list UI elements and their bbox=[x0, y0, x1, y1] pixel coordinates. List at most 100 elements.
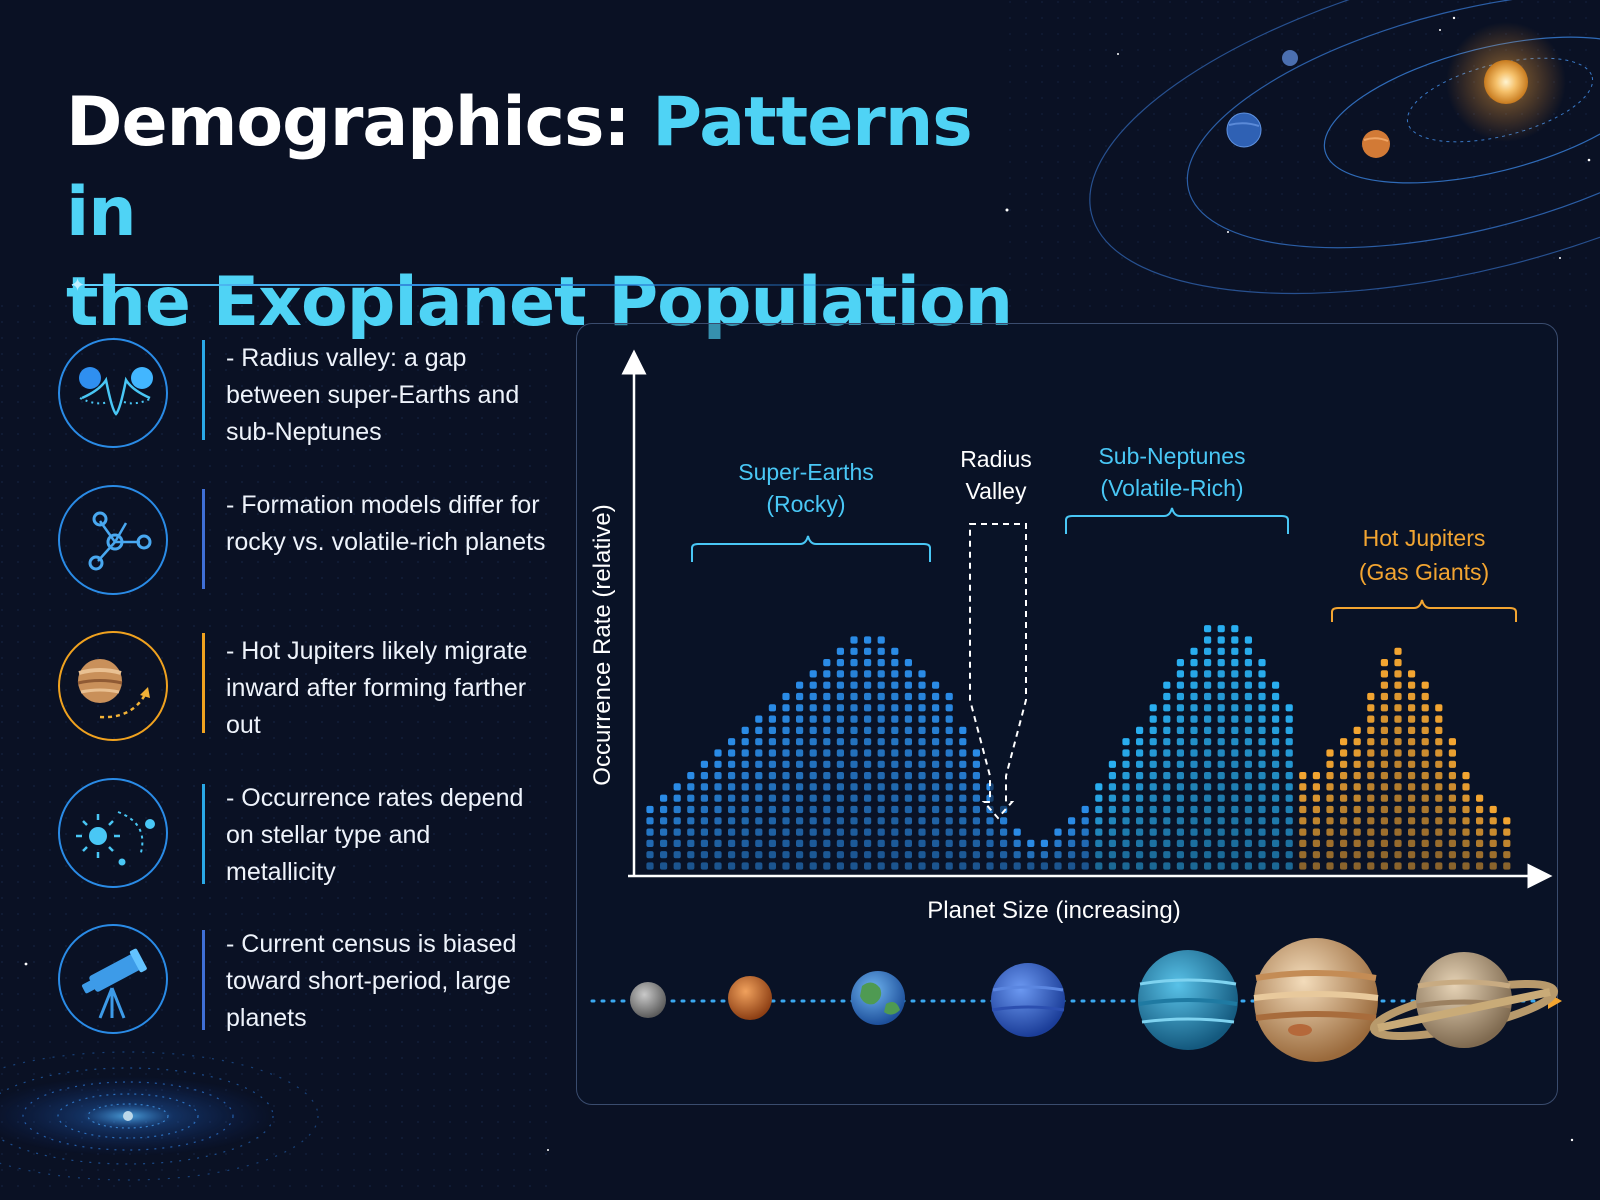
bar-dot bbox=[1068, 862, 1076, 870]
bar-dot bbox=[1231, 670, 1239, 678]
bar-dot bbox=[823, 851, 831, 859]
bar-dot bbox=[1340, 738, 1348, 746]
bar-dot bbox=[741, 749, 749, 757]
bullet-item: - Current census is biased toward short-… bbox=[58, 924, 538, 1048]
bar-dot bbox=[1340, 839, 1348, 847]
bar-dot bbox=[1448, 851, 1456, 859]
bar-dot bbox=[1326, 817, 1334, 825]
bar-dot bbox=[1176, 715, 1184, 723]
bar-dot bbox=[1217, 726, 1225, 734]
bar-dot bbox=[1448, 828, 1456, 836]
bar-dot bbox=[904, 692, 912, 701]
bar-dot bbox=[660, 828, 668, 836]
bar-dot bbox=[1380, 783, 1388, 791]
bar-dot bbox=[864, 704, 872, 712]
bar-dot bbox=[1163, 749, 1171, 757]
bar-dot bbox=[646, 862, 654, 870]
bar-dot bbox=[755, 851, 763, 859]
bar-column bbox=[755, 715, 763, 870]
bar-dot bbox=[1312, 783, 1320, 791]
bar-dot bbox=[1299, 862, 1307, 870]
bar-dot bbox=[1435, 828, 1443, 836]
bar-dot bbox=[1421, 692, 1429, 701]
bar-dot bbox=[1244, 738, 1252, 746]
bar-dot bbox=[1013, 851, 1021, 859]
bar-dot bbox=[796, 828, 804, 836]
bar-dot bbox=[1163, 817, 1171, 825]
bar-dot bbox=[1244, 681, 1252, 689]
bar-dot bbox=[1176, 738, 1184, 746]
bar-dot bbox=[1081, 817, 1089, 825]
bar-dot bbox=[1068, 851, 1076, 859]
bar-dot bbox=[836, 772, 844, 780]
bar-dot bbox=[877, 862, 885, 870]
bar-dot bbox=[687, 783, 695, 791]
bar-dot bbox=[1190, 738, 1198, 746]
bar-dot bbox=[1231, 772, 1239, 780]
bar-dot bbox=[714, 862, 722, 870]
bar-dot bbox=[796, 726, 804, 734]
bar-dot bbox=[864, 670, 872, 678]
bar-dot bbox=[1367, 760, 1375, 768]
bar-dot bbox=[1272, 805, 1280, 814]
bar-dot bbox=[1258, 839, 1266, 847]
bar-dot bbox=[877, 704, 885, 712]
bar-dot bbox=[1285, 772, 1293, 780]
bar-dot bbox=[700, 839, 708, 847]
bar-dot bbox=[1299, 772, 1307, 780]
sub-neptunes-label: Sub-Neptunes bbox=[1098, 443, 1245, 469]
bar-dot bbox=[1217, 839, 1225, 847]
bar-column bbox=[768, 704, 776, 870]
bar-dot bbox=[1435, 783, 1443, 791]
bar-dot bbox=[1258, 715, 1266, 723]
bar-dot bbox=[796, 772, 804, 780]
bar-dot bbox=[1285, 794, 1293, 802]
bar-dot bbox=[1217, 692, 1225, 701]
bar-dot bbox=[1136, 817, 1144, 825]
bar-dot bbox=[1272, 862, 1280, 870]
bar-dot bbox=[768, 726, 776, 734]
bar-dot bbox=[782, 862, 790, 870]
bar-dot bbox=[1299, 817, 1307, 825]
bar-dot bbox=[741, 862, 749, 870]
bar-column bbox=[877, 636, 885, 870]
bar-dot bbox=[1367, 715, 1375, 723]
bar-dot bbox=[700, 862, 708, 870]
bar-dot bbox=[1380, 794, 1388, 802]
bar-dot bbox=[1081, 851, 1089, 859]
bar-dot bbox=[1312, 839, 1320, 847]
bar-dot bbox=[1476, 862, 1484, 870]
bar-dot bbox=[1272, 772, 1280, 780]
bar-dot bbox=[1122, 805, 1130, 814]
bar-dot bbox=[1503, 817, 1511, 825]
super-earths-sublabel: (Rocky) bbox=[766, 491, 845, 517]
bar-dot bbox=[796, 760, 804, 768]
bar-dot bbox=[768, 772, 776, 780]
bar-dot bbox=[714, 749, 722, 757]
bar-column bbox=[1312, 772, 1320, 870]
bar-dot bbox=[932, 704, 940, 712]
bar-dot bbox=[1258, 794, 1266, 802]
bar-dot bbox=[1408, 839, 1416, 847]
bar-dot bbox=[864, 851, 872, 859]
bar-dot bbox=[1136, 851, 1144, 859]
bar-dot bbox=[1394, 805, 1402, 814]
bar-dot bbox=[1095, 851, 1103, 859]
bar-dot bbox=[1217, 794, 1225, 802]
bar-dot bbox=[904, 749, 912, 757]
bar-dot bbox=[1190, 828, 1198, 836]
bar-dot bbox=[1013, 862, 1021, 870]
bar-dot bbox=[932, 794, 940, 802]
bar-dot bbox=[1095, 862, 1103, 870]
mars-like-planet-icon bbox=[728, 976, 772, 1020]
bar-dot bbox=[768, 862, 776, 870]
bar-dot bbox=[904, 783, 912, 791]
bar-dot bbox=[1190, 647, 1198, 655]
bar-dot bbox=[1367, 704, 1375, 712]
bar-dot bbox=[1435, 749, 1443, 757]
bar-dot bbox=[1217, 817, 1225, 825]
bar-dot bbox=[1231, 625, 1239, 633]
bar-dot bbox=[1408, 670, 1416, 678]
bar-dot bbox=[972, 851, 980, 859]
bar-dot bbox=[959, 726, 967, 734]
